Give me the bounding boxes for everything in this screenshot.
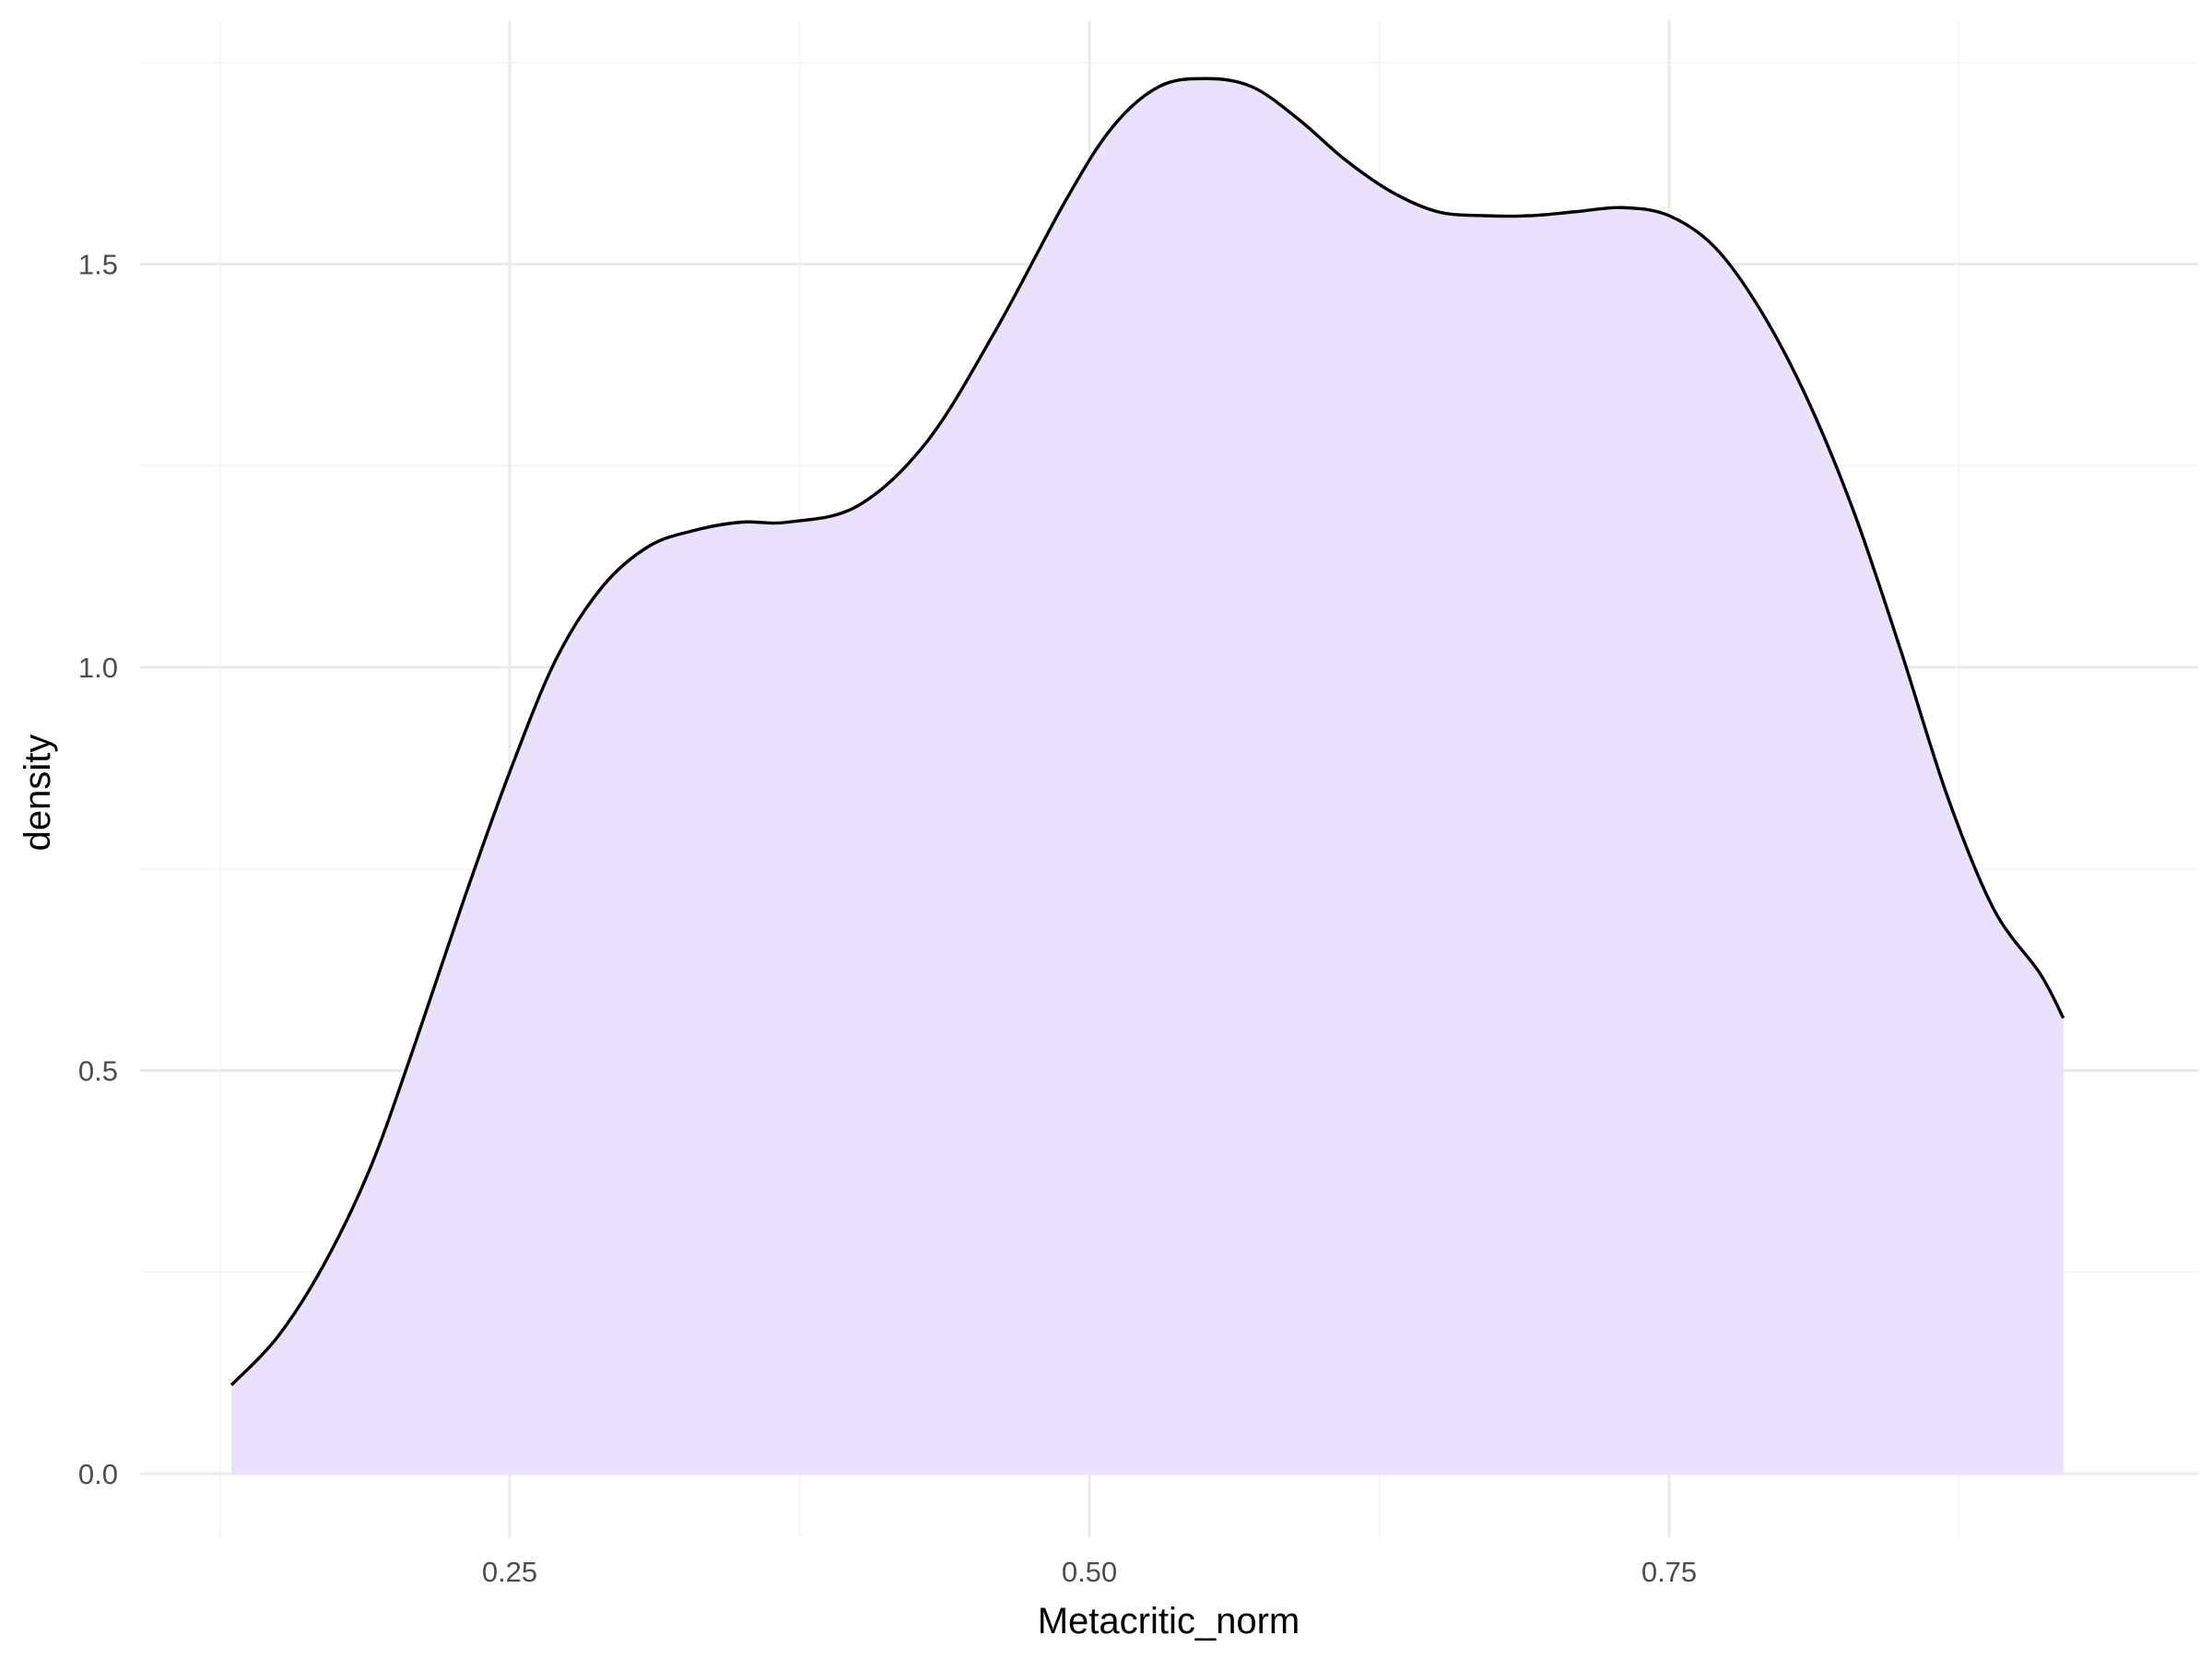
density-line — [229, 76, 2065, 1386]
density-area — [231, 78, 2064, 1474]
y-axis-title: density — [18, 735, 58, 852]
y-tick-label: 1.5 — [78, 249, 118, 281]
density-series — [229, 76, 2065, 1474]
y-tick-label: 1.0 — [78, 652, 118, 684]
y-tick-labels: 0.0 0.5 1.0 1.5 — [78, 249, 118, 1491]
y-tick-label: 0.5 — [78, 1055, 118, 1088]
y-tick-label: 0.0 — [78, 1458, 118, 1490]
x-tick-labels: 0.25 0.50 0.75 — [482, 1556, 1697, 1588]
x-tick-label: 0.50 — [1062, 1556, 1117, 1588]
x-tick-label: 0.25 — [482, 1556, 537, 1588]
x-axis-title: Metacritic_norm — [1038, 1601, 1300, 1641]
x-tick-label: 0.75 — [1641, 1556, 1697, 1588]
